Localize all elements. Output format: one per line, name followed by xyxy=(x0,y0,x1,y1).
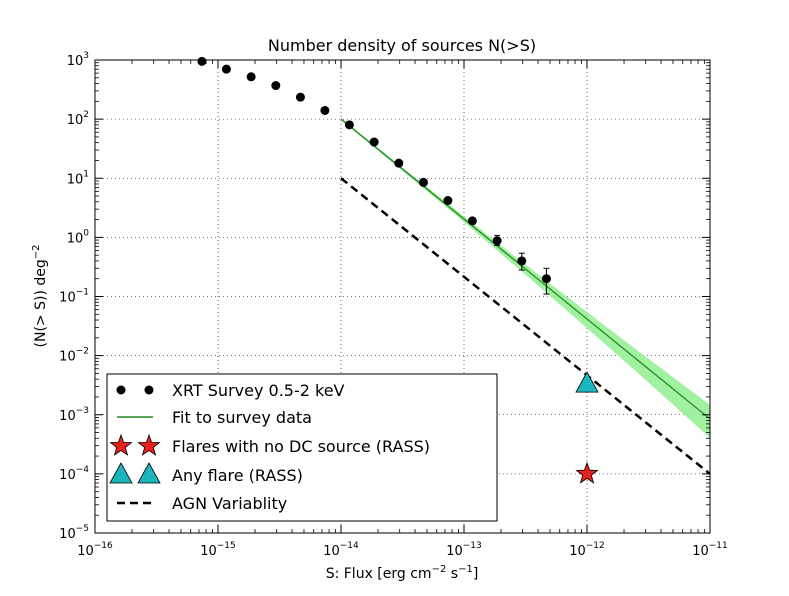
legend-label-flares: Flares with no DC source (RASS) xyxy=(172,437,430,456)
y-tick-label: 10−3 xyxy=(59,406,89,424)
y-tick-label: 10−1 xyxy=(59,288,89,306)
y-tick-label: 102 xyxy=(67,110,89,128)
y-tick-label: 10−4 xyxy=(59,465,89,483)
survey-point xyxy=(541,274,551,284)
legend-label-fit: Fit to survey data xyxy=(172,408,312,427)
survey-point xyxy=(418,177,428,187)
survey-point xyxy=(197,56,207,66)
survey-point xyxy=(517,256,527,266)
survey-point xyxy=(320,105,330,115)
legend-label-survey: XRT Survey 0.5-2 keV xyxy=(172,381,345,400)
survey-point xyxy=(271,81,281,91)
legend-label-anyflare: Any flare (RASS) xyxy=(172,466,303,485)
legend-box xyxy=(106,373,498,522)
chart-title: Number density of sources N(>S) xyxy=(268,36,536,55)
legend-entry-anyflare: Any flare (RASS) xyxy=(109,462,303,485)
legend-star-icon-2 xyxy=(137,433,161,456)
marker-layer xyxy=(197,56,599,484)
legend-star-icon-1 xyxy=(109,433,133,456)
legend-triangle-icon-2 xyxy=(137,462,161,484)
any-flare-triangle xyxy=(575,371,599,393)
legend: XRT Survey 0.5-2 keV Fit to survey data … xyxy=(106,373,498,522)
legend-survey-dot-2 xyxy=(144,385,154,395)
legend-entry-fit: Fit to survey data xyxy=(117,408,312,427)
grid-layer xyxy=(95,60,710,533)
survey-point xyxy=(221,64,231,74)
survey-point xyxy=(492,236,502,246)
flare-star xyxy=(575,461,599,484)
series-layer xyxy=(340,118,710,475)
x-tick-label: 10−16 xyxy=(77,541,113,559)
x-tick-label: 10−13 xyxy=(446,541,482,559)
x-axis-label: S: Flux [erg cm−2 s−1] xyxy=(326,564,479,582)
legend-label-agn: AGN Variablity xyxy=(172,494,287,513)
y-tick-label: 101 xyxy=(67,169,89,187)
survey-point xyxy=(295,92,305,102)
x-tick-label: 10−15 xyxy=(200,541,236,559)
agn-variability-line xyxy=(340,177,710,475)
survey-point xyxy=(344,120,354,130)
legend-triangle-icon-1 xyxy=(109,462,133,484)
y-tick-label: 10−2 xyxy=(59,347,89,365)
x-tick-label: 10−14 xyxy=(323,541,359,559)
survey-point xyxy=(369,137,379,147)
tick-layer: 10−16 10−15 10−14 10−13 10−12 10−11 103 102 101 1… xyxy=(59,51,728,559)
survey-point xyxy=(467,216,477,226)
y-tick-label: 100 xyxy=(67,228,90,246)
y-axis-label: (N(> S)) deg−2 xyxy=(31,245,49,348)
survey-point xyxy=(394,158,404,168)
y-tick-label: 10−5 xyxy=(59,524,89,542)
x-tick-label: 10−12 xyxy=(569,541,605,559)
survey-point xyxy=(246,72,256,82)
legend-survey-dot-1 xyxy=(116,385,126,395)
fit-line xyxy=(340,118,710,420)
y-tick-label: 103 xyxy=(67,51,89,69)
x-tick-label: 10−11 xyxy=(692,541,728,559)
survey-point xyxy=(443,196,453,206)
legend-entry-survey: XRT Survey 0.5-2 keV xyxy=(116,381,345,400)
legend-entry-flares: Flares with no DC source (RASS) xyxy=(109,433,430,456)
legend-entry-agn: AGN Variablity xyxy=(117,494,287,513)
